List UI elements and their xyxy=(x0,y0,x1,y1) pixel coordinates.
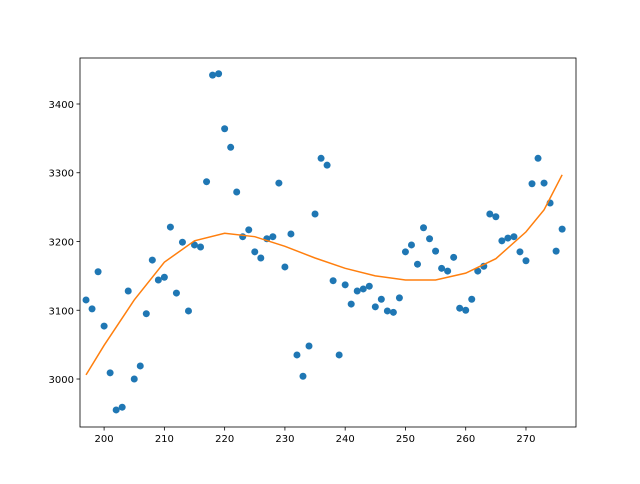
point xyxy=(558,225,566,233)
point xyxy=(221,125,229,133)
point xyxy=(486,210,494,218)
point xyxy=(142,310,150,318)
point xyxy=(148,256,156,264)
point xyxy=(329,277,337,285)
point xyxy=(293,351,301,359)
x-tick-label: 210 xyxy=(155,434,174,445)
point xyxy=(371,303,379,311)
point xyxy=(166,223,174,231)
point xyxy=(359,285,367,293)
x-tick-label: 260 xyxy=(456,434,475,445)
point xyxy=(124,287,132,295)
point xyxy=(82,296,90,304)
point xyxy=(498,237,506,245)
point xyxy=(245,226,253,234)
point xyxy=(341,281,349,289)
y-tick-label: 3100 xyxy=(49,306,74,317)
point xyxy=(203,178,211,186)
point xyxy=(299,372,307,380)
point xyxy=(468,295,476,303)
point xyxy=(233,188,241,196)
x-tick-label: 250 xyxy=(396,434,415,445)
point xyxy=(420,224,428,232)
point xyxy=(94,268,102,276)
point xyxy=(347,300,355,308)
point xyxy=(335,351,343,359)
point xyxy=(365,282,373,290)
point xyxy=(413,260,421,268)
point xyxy=(275,179,283,187)
point xyxy=(462,306,470,314)
point xyxy=(160,273,168,281)
point xyxy=(395,294,403,302)
point xyxy=(474,267,482,275)
x-tick-label: 220 xyxy=(215,434,234,445)
point xyxy=(112,406,120,414)
point xyxy=(432,247,440,255)
x-tick-label: 200 xyxy=(95,434,114,445)
x-tick-label: 270 xyxy=(516,434,535,445)
point xyxy=(100,322,108,330)
y-tick-label: 3300 xyxy=(49,169,74,180)
x-tick-label: 240 xyxy=(336,434,355,445)
fit-line xyxy=(85,174,563,376)
point xyxy=(377,295,385,303)
point xyxy=(311,210,319,218)
point xyxy=(215,70,223,78)
point xyxy=(528,180,536,188)
point xyxy=(534,154,542,162)
point xyxy=(106,369,114,377)
point xyxy=(178,238,186,246)
plot-frame xyxy=(79,57,577,428)
y-tick-label: 3000 xyxy=(49,375,74,386)
point xyxy=(426,235,434,243)
point xyxy=(209,71,217,79)
point xyxy=(504,234,512,242)
point xyxy=(191,241,199,249)
point xyxy=(269,233,277,241)
point xyxy=(317,154,325,162)
point xyxy=(389,308,397,316)
point xyxy=(251,248,259,256)
point xyxy=(552,247,560,255)
point xyxy=(383,307,391,315)
point xyxy=(239,233,247,241)
point xyxy=(305,342,313,350)
point xyxy=(456,304,464,312)
point xyxy=(492,213,500,221)
point xyxy=(323,161,331,169)
point xyxy=(438,264,446,272)
point xyxy=(281,263,289,271)
point xyxy=(118,403,126,411)
point xyxy=(227,143,235,151)
point xyxy=(287,230,295,238)
point xyxy=(130,375,138,383)
point xyxy=(184,307,192,315)
point xyxy=(172,289,180,297)
point xyxy=(522,257,530,265)
x-tick-label: 230 xyxy=(275,434,294,445)
point xyxy=(444,267,452,275)
point xyxy=(516,248,524,256)
point xyxy=(353,287,361,295)
point xyxy=(197,243,205,251)
point xyxy=(510,233,518,241)
point xyxy=(450,253,458,261)
point xyxy=(407,241,415,249)
point xyxy=(136,362,144,370)
point xyxy=(88,305,96,313)
y-tick-label: 3400 xyxy=(49,100,74,111)
point xyxy=(401,248,409,256)
point xyxy=(540,179,548,187)
point xyxy=(257,254,265,262)
point xyxy=(154,276,162,284)
y-tick-label: 3200 xyxy=(49,238,74,249)
